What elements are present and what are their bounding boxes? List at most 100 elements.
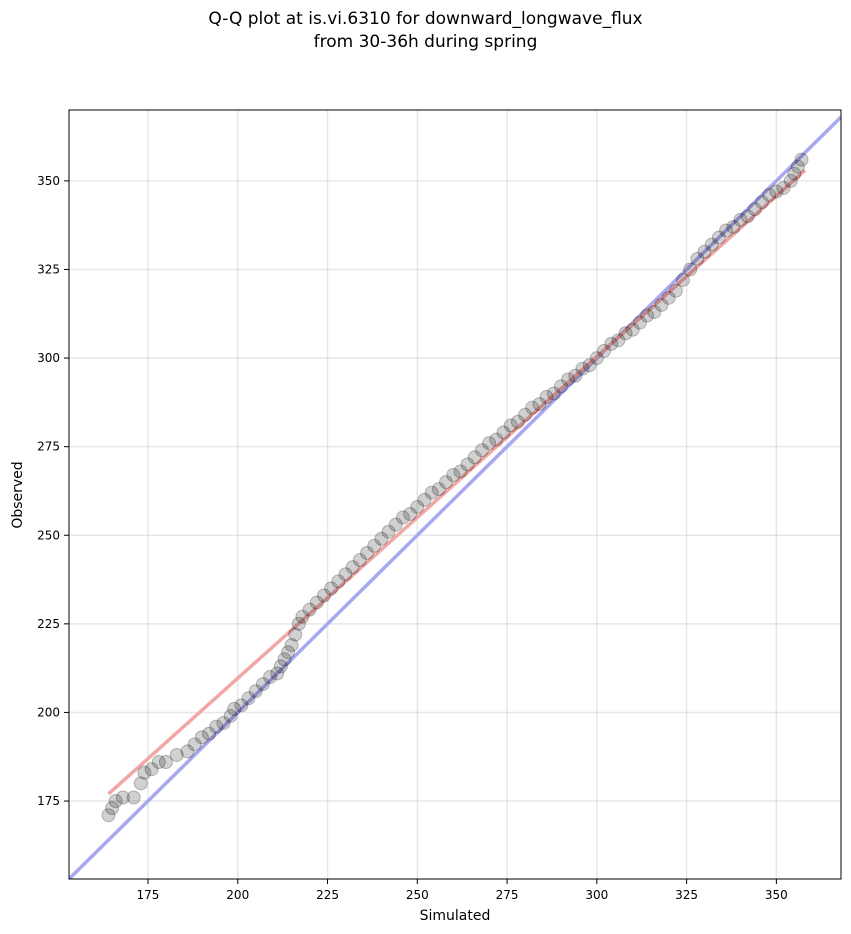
quantile-point xyxy=(395,510,410,525)
quantile-point xyxy=(187,737,202,752)
quantile-point xyxy=(654,297,669,312)
quantile-point xyxy=(194,730,209,745)
quantile-point xyxy=(690,251,705,266)
quantile-point xyxy=(151,755,166,770)
quantile-point xyxy=(740,209,755,224)
quantile-point xyxy=(790,159,805,174)
quantile-point xyxy=(403,506,418,521)
quantile-point xyxy=(582,358,597,373)
quantile-point xyxy=(284,638,299,653)
quantile-point xyxy=(133,776,148,791)
quantile-point xyxy=(697,244,712,259)
y-tick-label: 225 xyxy=(37,617,60,631)
quantile-point xyxy=(338,567,353,582)
x-tick-label: 325 xyxy=(675,888,698,902)
quantile-point xyxy=(446,468,461,483)
quantile-point xyxy=(273,659,288,674)
quantile-point xyxy=(316,588,331,603)
quantile-point xyxy=(410,499,425,514)
x-tick-label: 300 xyxy=(585,888,608,902)
quantile-point xyxy=(270,666,285,681)
y-tick-label: 200 xyxy=(37,705,60,719)
quantile-point xyxy=(762,188,777,203)
reference-lines xyxy=(69,115,841,879)
quantile-point xyxy=(661,290,676,305)
quantile-point xyxy=(568,368,583,383)
quantile-point xyxy=(137,765,152,780)
quantile-point xyxy=(783,173,798,188)
quantile-point xyxy=(611,333,626,348)
quantile-point xyxy=(180,744,195,759)
chart-title-line-1: Q-Q plot at is.vi.6310 for downward_long… xyxy=(208,9,643,29)
quantile-point xyxy=(711,230,726,245)
x-tick-label: 275 xyxy=(496,888,519,902)
quantile-point xyxy=(618,326,633,341)
quantile-point xyxy=(281,645,296,660)
quantile-point xyxy=(105,801,120,816)
quantile-point xyxy=(277,652,292,667)
quantile-point xyxy=(625,322,640,337)
quantile-point xyxy=(309,595,324,610)
quantile-point xyxy=(302,602,317,617)
quantile-point xyxy=(360,545,375,560)
x-tick-label: 250 xyxy=(406,888,429,902)
quantile-point xyxy=(561,372,576,387)
quantile-point xyxy=(453,464,468,479)
y-tick-label: 350 xyxy=(37,174,60,188)
fit-line xyxy=(107,168,807,796)
y-axis-label: Observed xyxy=(10,461,26,528)
quantile-point xyxy=(331,574,346,589)
quantile-point xyxy=(553,379,568,394)
quantile-point xyxy=(510,414,525,429)
quantile-point xyxy=(352,553,367,568)
quantile-point xyxy=(108,794,123,809)
quantile-point xyxy=(467,450,482,465)
quantile-point xyxy=(647,304,662,319)
quantile-point xyxy=(241,691,256,706)
x-tick-label: 350 xyxy=(765,888,788,902)
quantile-point xyxy=(776,180,791,195)
quantile-point xyxy=(726,219,741,234)
y-tick-label: 175 xyxy=(37,794,60,808)
quantile-point xyxy=(345,560,360,575)
quantile-point xyxy=(144,762,159,777)
quantile-point xyxy=(209,719,224,734)
x-axis-ticks: 175 200 225 250 275 300 325 350 xyxy=(137,879,788,902)
quantile-point xyxy=(115,790,130,805)
quantile-point xyxy=(482,436,497,451)
quantile-point xyxy=(532,397,547,412)
quantile-point xyxy=(439,475,454,490)
x-tick-label: 175 xyxy=(137,888,160,902)
quantile-point xyxy=(255,677,270,692)
quantile-point xyxy=(794,152,809,167)
quantile-point xyxy=(431,482,446,497)
quantile-point xyxy=(503,418,518,433)
quantile-point xyxy=(769,184,784,199)
quantile-point xyxy=(417,492,432,507)
quantile-point xyxy=(295,609,310,624)
quantile-point xyxy=(539,390,554,405)
plot-frame xyxy=(68,109,842,880)
quantile-point xyxy=(288,627,303,642)
y-tick-label: 250 xyxy=(37,528,60,542)
chart-title-line-2: from 30-36h during spring xyxy=(313,32,538,52)
x-tick-label: 200 xyxy=(226,888,249,902)
quantile-point xyxy=(683,262,698,277)
quantile-point xyxy=(367,538,382,553)
quantile-point xyxy=(676,273,691,288)
x-axis-label: Simulated xyxy=(420,908,491,924)
quantile-point xyxy=(126,790,141,805)
quantile-point xyxy=(474,443,489,458)
quantile-point xyxy=(640,308,655,323)
quantile-point xyxy=(460,457,475,472)
quantile-point xyxy=(324,581,339,596)
x-tick-label: 225 xyxy=(316,888,339,902)
quantile-point xyxy=(632,315,647,330)
quantile-point xyxy=(668,283,683,298)
quantile-point xyxy=(489,432,504,447)
quantile-point xyxy=(597,343,612,358)
quantile-point xyxy=(374,531,389,546)
quantile-points xyxy=(101,152,809,823)
quantile-point xyxy=(216,716,231,731)
